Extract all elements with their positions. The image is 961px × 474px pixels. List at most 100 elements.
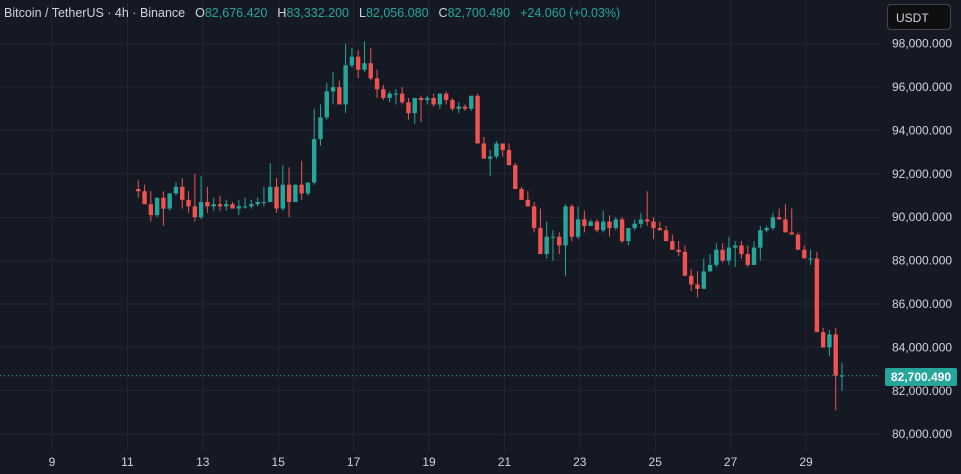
- candle-body: [726, 247, 732, 261]
- candle-body: [569, 206, 575, 237]
- candle: [613, 217, 618, 231]
- candle-body: [393, 93, 399, 95]
- time-tick-label: 9: [49, 455, 56, 469]
- time-tick-label: 27: [724, 455, 738, 469]
- candle-body: [575, 219, 581, 237]
- candle: [513, 163, 518, 190]
- candle: [588, 219, 593, 226]
- candle: [211, 197, 216, 211]
- candle-body: [330, 87, 336, 92]
- candle: [406, 97, 411, 120]
- candle: [626, 228, 631, 246]
- candle-body: [261, 202, 267, 204]
- candle-body: [399, 93, 405, 103]
- candle-body: [230, 204, 235, 209]
- candle-body: [607, 221, 612, 229]
- candle: [569, 204, 575, 242]
- candle-body: [381, 89, 386, 98]
- candle: [745, 245, 750, 268]
- candle: [318, 104, 323, 146]
- time-tick-label: 25: [649, 455, 663, 469]
- candle: [393, 89, 399, 105]
- candle: [456, 102, 461, 114]
- candle-body: [368, 63, 373, 79]
- grid-lines: [0, 0, 880, 450]
- candle-body: [808, 258, 813, 260]
- price-tick-label: 92,000.000: [892, 167, 952, 181]
- time-axis[interactable]: 9 11 13 15 17 19 21 23 25 27 29: [49, 455, 813, 469]
- candle: [601, 210, 606, 233]
- candle: [148, 191, 154, 222]
- candle-body: [268, 186, 273, 203]
- close-label: C: [438, 6, 448, 20]
- candle-body: [362, 63, 367, 70]
- candle: [387, 91, 392, 103]
- price-tick-label: 94,000.000: [892, 123, 952, 137]
- time-tick-label: 11: [121, 455, 134, 469]
- candle: [355, 50, 361, 79]
- candle-body: [406, 102, 411, 114]
- candle-body: [242, 206, 248, 208]
- candle-body: [318, 117, 323, 140]
- candle: [337, 80, 342, 105]
- candle-body: [720, 249, 725, 261]
- candle: [286, 167, 292, 218]
- candle: [374, 69, 380, 98]
- candle-body: [324, 91, 329, 118]
- candle: [487, 149, 493, 177]
- price-tick-label: 96,000.000: [892, 80, 952, 94]
- candle-body: [839, 375, 845, 377]
- candle: [544, 221, 549, 259]
- candle-body: [173, 186, 179, 194]
- open-value: 82,676.420: [204, 6, 268, 20]
- candle-body: [343, 65, 348, 105]
- candle: [167, 193, 172, 211]
- candle: [594, 219, 600, 233]
- symbol-legend: Bitcoin / TetherUS · 4h · Binance O 82,67…: [4, 6, 620, 20]
- candle-body: [676, 249, 681, 252]
- candle: [368, 48, 373, 81]
- candle-body: [500, 143, 505, 150]
- time-tick-label: 13: [196, 455, 210, 469]
- high-label: H: [277, 6, 287, 20]
- time-tick-label: 19: [422, 455, 436, 469]
- candle: [645, 191, 650, 226]
- currency-button[interactable]: USDT: [887, 4, 951, 30]
- candle: [399, 87, 405, 105]
- high-value: 83,332.200: [286, 6, 350, 20]
- candle-body: [293, 184, 298, 203]
- candle-body: [437, 93, 443, 105]
- candle: [205, 186, 210, 213]
- candle-body: [645, 219, 650, 222]
- candle: [776, 208, 782, 220]
- candle-body: [657, 228, 662, 231]
- candle-body: [601, 221, 606, 231]
- candle: [494, 141, 499, 159]
- candle: [236, 199, 241, 216]
- candle: [500, 143, 505, 157]
- low-value: 82,056.080: [365, 6, 429, 20]
- candle: [758, 225, 763, 261]
- candle-body: [538, 228, 543, 255]
- candle-body: [707, 264, 713, 272]
- candle: [575, 206, 581, 239]
- candle: [714, 243, 719, 268]
- candle: [726, 236, 732, 265]
- candle-body: [387, 93, 392, 98]
- candle: [519, 186, 524, 200]
- candle: [651, 217, 656, 239]
- candle-body: [205, 202, 210, 207]
- price-axis[interactable]: 80,000.000 82,000.000 84,000.000 86,000.000…: [892, 37, 952, 441]
- symbol-title[interactable]: Bitcoin / TetherUS · 4h · Binance: [4, 6, 186, 20]
- candle-body: [619, 219, 625, 242]
- candle: [136, 180, 141, 198]
- time-tick-label: 17: [347, 455, 361, 469]
- candle-body: [280, 184, 285, 209]
- candle: [619, 217, 625, 244]
- candle: [814, 251, 820, 333]
- candle-body: [783, 219, 788, 233]
- low-label: L: [359, 6, 366, 20]
- candle-body: [764, 228, 769, 231]
- candle: [739, 241, 744, 259]
